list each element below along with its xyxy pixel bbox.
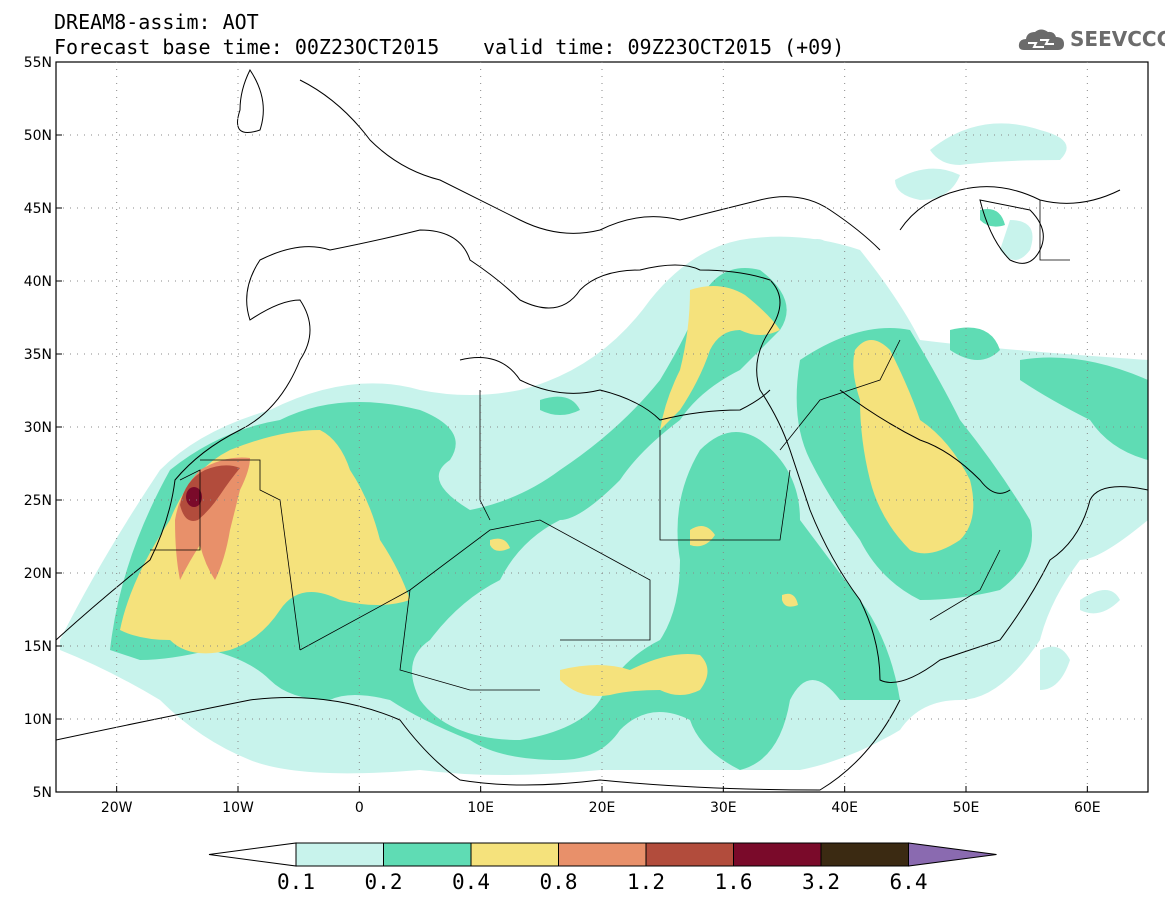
legend-label: 0.8 xyxy=(540,870,578,894)
country-borders xyxy=(150,200,1070,691)
valid-time: valid time: 09Z23OCT2015 (+09) xyxy=(483,35,845,59)
forecast-base-time: Forecast base time: 00Z23OCT2015 xyxy=(54,35,440,59)
legend-swatch xyxy=(295,842,384,867)
lat-label: 5N xyxy=(33,785,52,801)
latitude-labels: 55N 50N 45N 40N 35N 30N 25N 20N 15N 10N 5N xyxy=(24,55,62,801)
legend-swatch xyxy=(470,842,559,867)
legend-label: 1.6 xyxy=(715,870,753,894)
lon-label: 20E xyxy=(589,800,616,816)
map-title: DREAM8-assim: AOT xyxy=(54,10,259,34)
lat-label: 35N xyxy=(24,347,52,363)
lon-label: 30E xyxy=(710,800,737,816)
legend-label: 1.2 xyxy=(627,870,665,894)
lon-label: 40E xyxy=(831,800,858,816)
legend-label: 0.1 xyxy=(277,870,315,894)
lon-label: 20W xyxy=(101,800,133,816)
legend-swatch xyxy=(733,842,822,867)
lat-label: 45N xyxy=(24,201,52,217)
legend-swatch xyxy=(645,842,734,867)
lon-label: 50E xyxy=(953,800,980,816)
lon-label: 0 xyxy=(355,800,364,816)
lat-label: 55N xyxy=(24,55,52,71)
legend-arrow-low xyxy=(208,842,297,867)
lon-label: 10W xyxy=(222,800,254,816)
longitude-labels: 20W 10W 0 10E 20E 30E 40E 50E 60E xyxy=(101,786,1101,816)
lat-label: 50N xyxy=(24,128,52,144)
legend-label: 6.4 xyxy=(890,870,928,894)
lat-label: 40N xyxy=(24,274,52,290)
lon-label: 10E xyxy=(467,800,494,816)
logo-text: SEEVCCC xyxy=(1070,27,1165,51)
legend-swatch xyxy=(820,842,909,867)
color-legend: 0.1 0.2 0.4 0.8 1.2 1.6 3.2 6.4 xyxy=(208,842,997,894)
coastlines xyxy=(56,69,1148,791)
legend-arrow-high xyxy=(908,842,997,867)
cloud-logo-icon xyxy=(1018,29,1064,50)
lat-label: 15N xyxy=(24,639,52,655)
legend-label: 3.2 xyxy=(802,870,840,894)
gridlines xyxy=(56,62,1148,792)
lat-label: 30N xyxy=(24,420,52,436)
legend-swatch xyxy=(383,842,472,867)
lat-label: 10N xyxy=(24,712,52,728)
legend-swatch xyxy=(558,842,647,867)
dust-field xyxy=(56,69,1148,791)
lat-label: 25N xyxy=(24,493,52,509)
lat-label: 20N xyxy=(24,566,52,582)
lon-label: 60E xyxy=(1074,800,1101,816)
legend-label: 0.2 xyxy=(365,870,403,894)
legend-label: 0.4 xyxy=(452,870,490,894)
